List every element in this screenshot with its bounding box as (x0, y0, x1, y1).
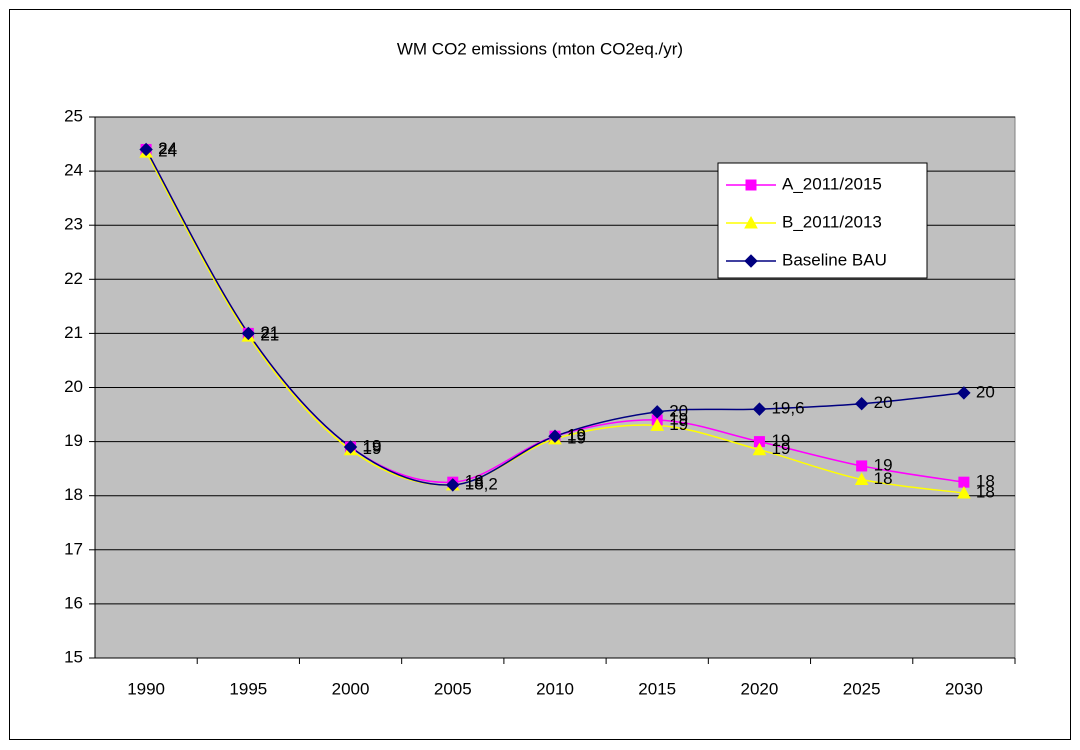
y-tick-label: 25 (64, 106, 83, 125)
legend-label: Baseline BAU (782, 250, 887, 269)
data-label: 21 (260, 323, 279, 342)
marker (752, 402, 767, 416)
data-label: 21 (260, 326, 279, 345)
data-label: 19 (874, 455, 893, 474)
marker (957, 485, 971, 499)
marker (854, 397, 869, 411)
data-label: 19 (669, 415, 688, 434)
x-tick-label: 2020 (741, 679, 779, 698)
marker (957, 386, 971, 400)
marker (650, 418, 665, 431)
marker (139, 142, 153, 157)
y-tick-label: 16 (64, 593, 83, 612)
y-tick-label: 21 (64, 323, 83, 342)
marker (241, 326, 256, 341)
marker (854, 472, 869, 485)
marker (548, 429, 562, 443)
data-label: 18 (465, 474, 484, 493)
data-label: 20 (976, 382, 995, 401)
x-tick-label: 2015 (638, 679, 676, 698)
x-tick-label: 1995 (229, 679, 267, 698)
y-tick-label: 19 (64, 431, 83, 450)
data-label: 20 (669, 401, 688, 420)
y-tick-label: 18 (64, 485, 83, 504)
marker (958, 476, 970, 488)
legend-label: B_2011/2013 (782, 212, 882, 231)
marker (752, 442, 767, 456)
data-label: 19 (363, 436, 382, 455)
x-tick-label: 2000 (332, 679, 370, 698)
data-label: 18 (976, 482, 995, 501)
y-tick-label: 20 (64, 377, 83, 396)
data-label: 19 (567, 428, 586, 447)
data-label: 19 (363, 436, 382, 455)
legend-marker (744, 254, 758, 268)
marker (343, 440, 358, 454)
data-label: 19 (771, 431, 790, 450)
data-label: 18 (465, 472, 484, 491)
x-tick-label: 2010 (536, 679, 574, 698)
data-label: 19 (363, 439, 382, 458)
data-label: 19 (771, 439, 790, 458)
data-label: 24 (158, 139, 177, 158)
x-tick-label: 1990 (127, 679, 165, 698)
legend-marker (744, 215, 758, 229)
y-tick-label: 15 (64, 647, 83, 666)
legend-marker (745, 179, 757, 191)
x-tick-label: 2030 (945, 679, 983, 698)
data-label: 19 (669, 409, 688, 428)
data-label: 24 (158, 142, 177, 161)
data-label: 19 (567, 426, 586, 445)
marker (650, 405, 664, 419)
marker (856, 460, 868, 472)
y-tick-label: 22 (64, 269, 83, 288)
chart-title: WM CO2 emissions (mton CO2eq./yr) (397, 39, 683, 58)
data-label: 19,6 (771, 399, 804, 418)
data-label: 18 (874, 469, 893, 488)
y-tick-label: 17 (64, 539, 83, 558)
data-label: 20 (874, 393, 893, 412)
data-label: 24 (158, 139, 177, 158)
data-label: 19 (567, 426, 586, 445)
data-label: 18 (976, 472, 995, 491)
y-tick-label: 24 (64, 161, 83, 180)
data-label: 21 (260, 323, 279, 342)
x-tick-label: 2005 (434, 679, 472, 698)
x-tick-label: 2025 (843, 679, 881, 698)
marker (446, 478, 460, 492)
data-label: 18,2 (465, 474, 498, 493)
legend-label: A_2011/2015 (782, 174, 882, 193)
y-tick-label: 23 (64, 215, 83, 234)
